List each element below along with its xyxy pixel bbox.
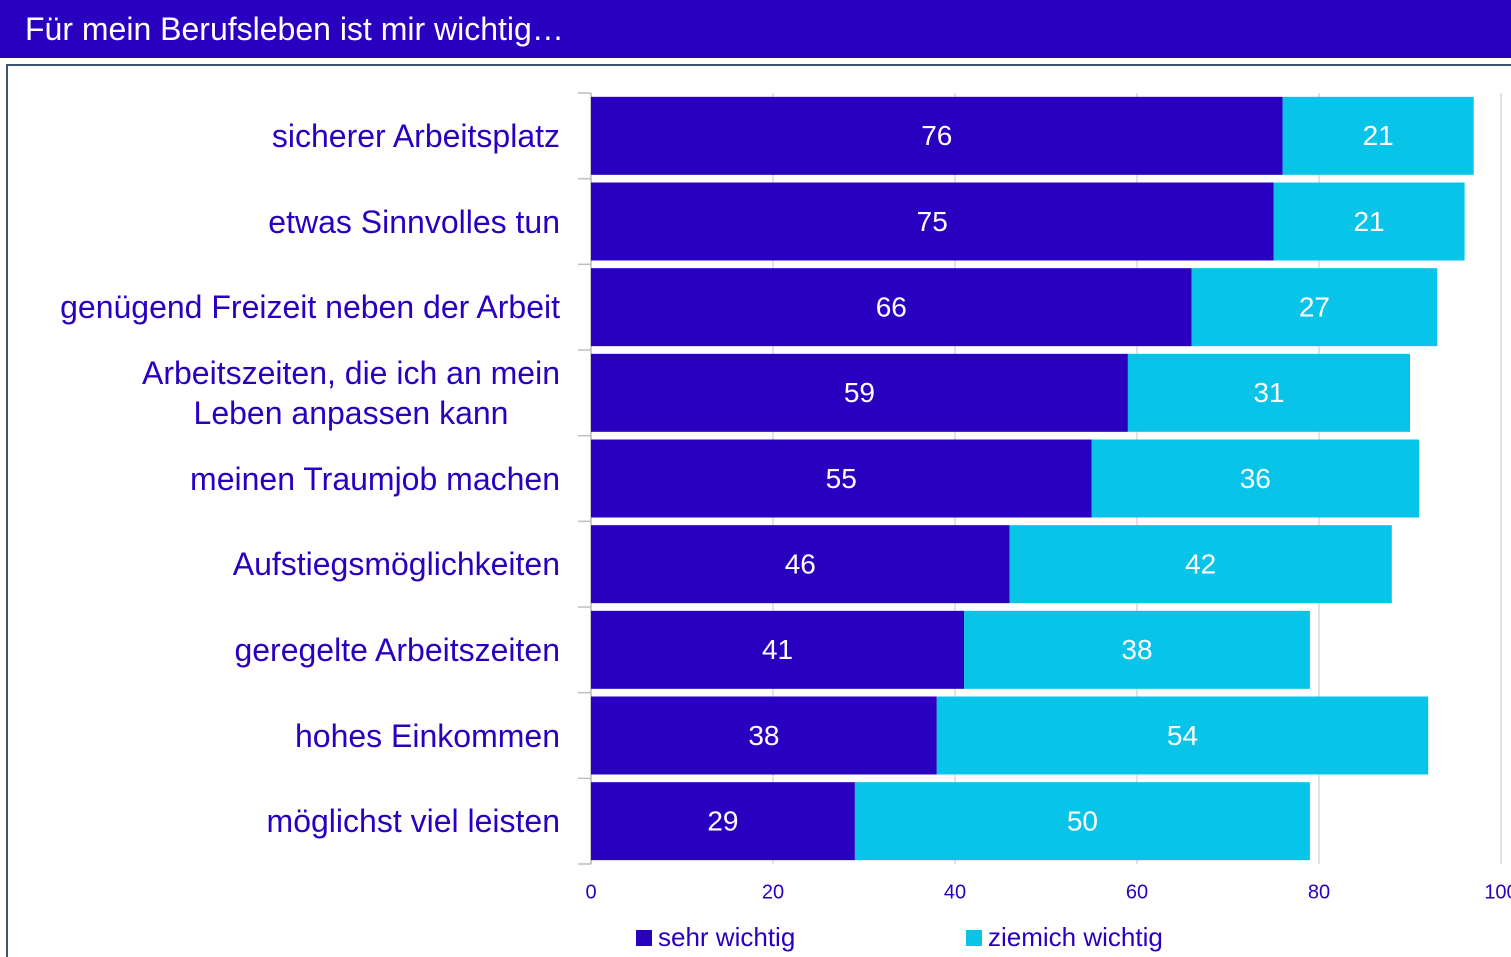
- data-label: 75: [917, 206, 948, 237]
- bar: [591, 353, 1128, 432]
- data-label: 38: [1121, 634, 1152, 665]
- data-label: 66: [876, 292, 907, 323]
- bar: [591, 696, 937, 775]
- x-tick-label: 60: [1126, 881, 1148, 903]
- bar: [1273, 182, 1465, 261]
- bar: [591, 268, 1192, 347]
- bar: [591, 182, 1274, 261]
- y-tick-label: möglichst viel leisten: [266, 803, 560, 840]
- y-tick-label: Arbeitszeiten, die ich an mein Leben anp…: [142, 354, 560, 431]
- bar: [1127, 353, 1410, 432]
- bar: [591, 525, 1010, 604]
- x-tick-label: 100: [1484, 881, 1511, 903]
- y-tick-label: genügend Freizeit neben der Arbeit: [60, 289, 560, 326]
- legend-swatch: [966, 930, 982, 946]
- panel: [6, 64, 1511, 957]
- data-label: 29: [707, 806, 738, 837]
- chart-title: Für mein Berufsleben ist mir wichtig…: [0, 0, 1511, 58]
- legend-swatch: [636, 930, 652, 946]
- data-label: 76: [921, 120, 952, 151]
- legend-label: sehr wichtig: [658, 922, 795, 952]
- data-label: 21: [1353, 206, 1384, 237]
- bar: [964, 610, 1310, 689]
- x-tick-label: 40: [944, 881, 966, 903]
- x-tick-label: 0: [585, 881, 596, 903]
- data-label: 36: [1240, 463, 1271, 494]
- y-tick-label: hohes Einkommen: [294, 717, 560, 754]
- bar: [1282, 96, 1474, 175]
- data-label: 50: [1067, 806, 1098, 837]
- data-label: 59: [844, 377, 875, 408]
- bar: [591, 610, 965, 689]
- data-label: 27: [1299, 292, 1330, 323]
- x-tick-label: 80: [1308, 881, 1330, 903]
- bar: [591, 439, 1092, 518]
- data-label: 38: [748, 720, 779, 751]
- y-tick-label: Aufstiegsmöglichkeiten: [232, 546, 560, 583]
- data-label: 54: [1167, 720, 1198, 751]
- data-label: 55: [826, 463, 857, 494]
- bar: [1091, 439, 1420, 518]
- bar: [591, 96, 1283, 175]
- bar: [854, 782, 1310, 861]
- data-label: 41: [762, 634, 793, 665]
- y-tick-label: geregelte Arbeitszeiten: [234, 631, 560, 668]
- bar: [591, 782, 855, 861]
- bar: [1009, 525, 1392, 604]
- y-tick-label: meinen Traumjob machen: [190, 460, 560, 497]
- y-tick-label: sicherer Arbeitsplatz: [271, 117, 560, 154]
- y-tick-label: etwas Sinnvolles tun: [268, 203, 560, 240]
- data-label: 42: [1185, 549, 1216, 580]
- data-label: 31: [1253, 377, 1284, 408]
- x-tick-label: 20: [762, 881, 784, 903]
- data-label: 21: [1363, 120, 1394, 151]
- bar: [936, 696, 1429, 775]
- bar: [1191, 268, 1438, 347]
- data-label: 46: [785, 549, 816, 580]
- legend-label: ziemich wichtig: [988, 922, 1163, 952]
